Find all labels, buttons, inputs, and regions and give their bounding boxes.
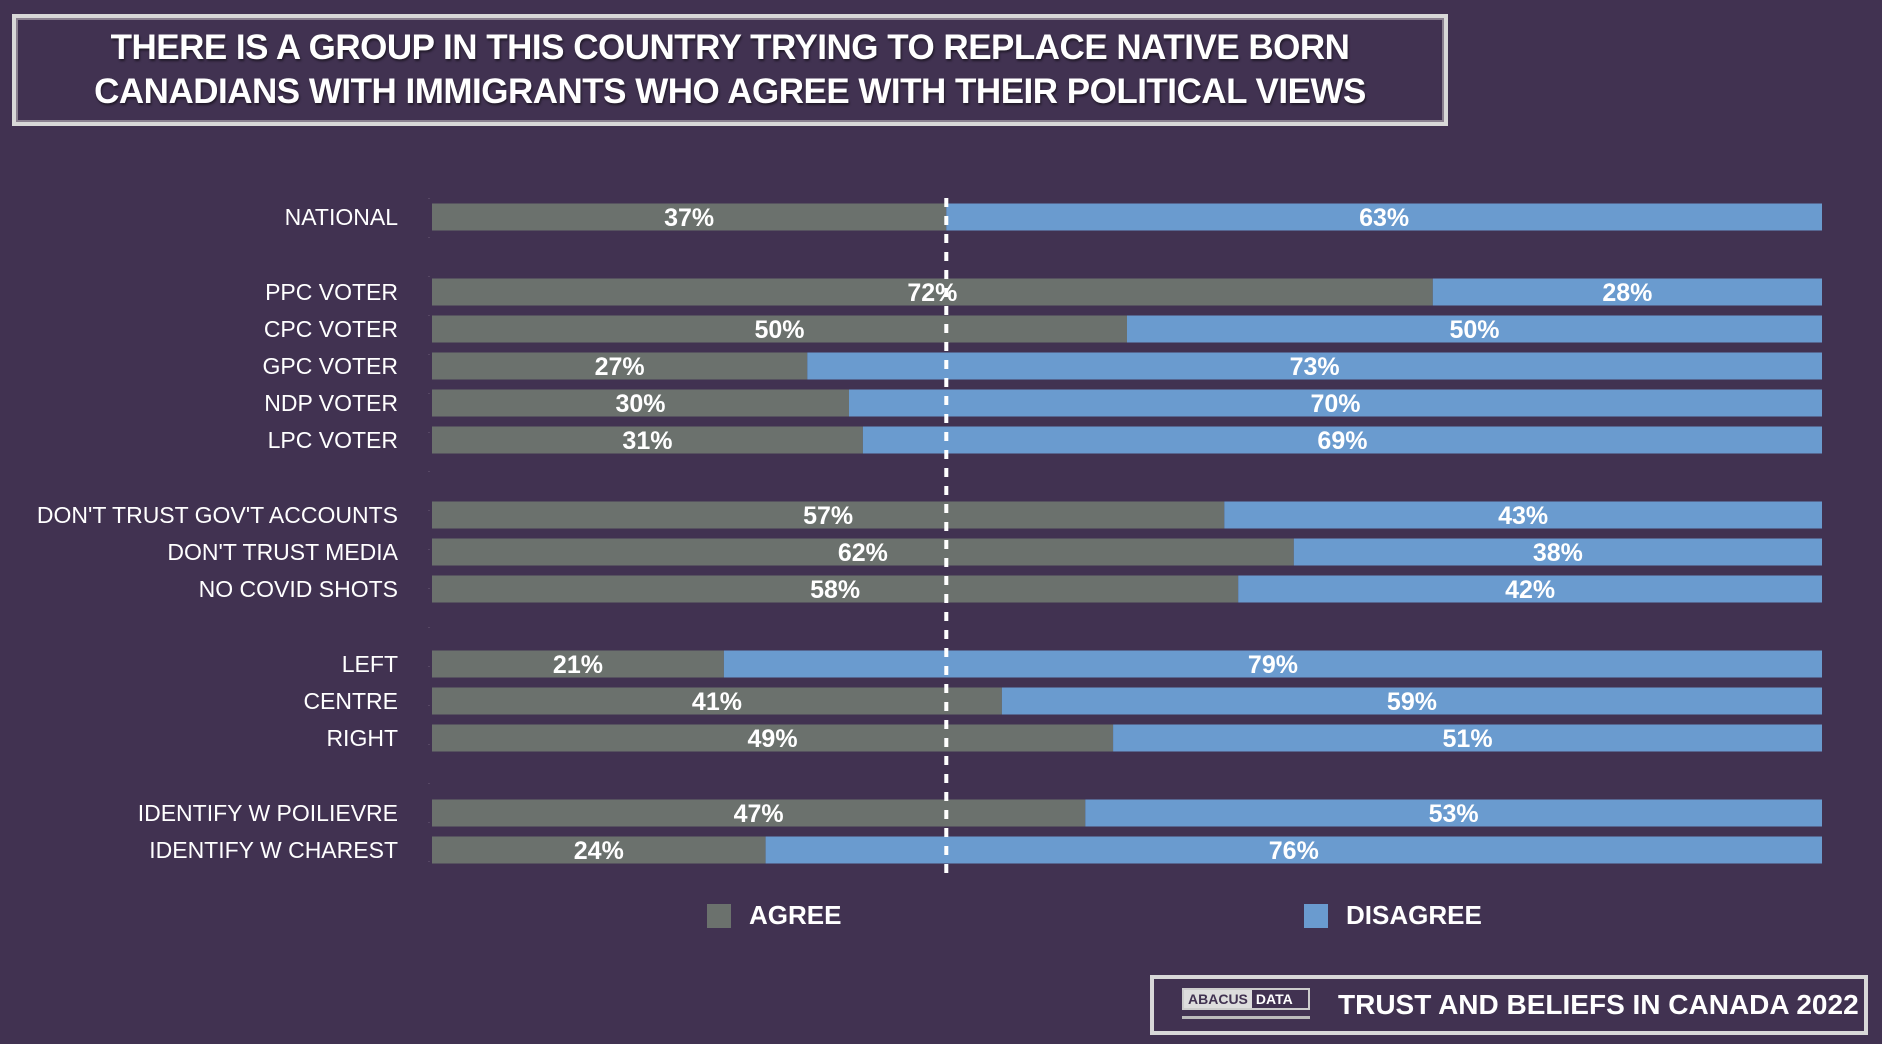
bar-agree [432, 352, 808, 380]
legend-agree-label: AGREE [749, 900, 842, 930]
bar-disagree [1113, 724, 1822, 752]
value-label-disagree: 42% [1505, 576, 1555, 604]
bar-disagree [765, 836, 1822, 864]
bar-disagree [1293, 538, 1822, 566]
value-label-agree: 72% [907, 279, 957, 307]
value-label-agree: 57% [803, 502, 853, 530]
bar-agree [432, 501, 1225, 529]
value-label-agree: 41% [692, 688, 742, 716]
footer-text: TRUST AND BELIEFS IN CANADA 2022 [1338, 989, 1859, 1020]
bar-agree [432, 315, 1127, 343]
category-label: LEFT [342, 651, 398, 677]
bar-disagree [1224, 501, 1822, 529]
legend-disagree: DISAGREE [1304, 900, 1482, 931]
value-label-agree: 58% [810, 576, 860, 604]
category-label: LPC VOTER [268, 427, 398, 453]
value-label-disagree: 43% [1498, 502, 1548, 530]
value-label-agree: 47% [734, 800, 784, 828]
bar-agree [432, 575, 1239, 603]
category-label: DON'T TRUST MEDIA [167, 539, 398, 565]
value-label-disagree: 63% [1359, 204, 1409, 232]
bar-disagree [946, 203, 1822, 231]
category-label: IDENTIFY W CHAREST [149, 837, 398, 863]
bar-agree [432, 538, 1294, 566]
footer-box: ABACUS DATA TRUST AND BELIEFS IN CANADA 2… [1150, 975, 1868, 1035]
category-label: NDP VOTER [264, 390, 398, 416]
value-label-disagree: 38% [1533, 539, 1583, 567]
abacus-data-logo: ABACUS DATA [1182, 988, 1310, 1022]
bar-disagree [1127, 315, 1822, 343]
bar-agree [432, 724, 1114, 752]
chart-title: THERE IS A GROUP IN THIS COUNTRY TRYING … [12, 14, 1448, 126]
logo-left-text: ABACUS [1184, 990, 1252, 1008]
value-label-agree: 62% [838, 539, 888, 567]
category-label: CENTRE [303, 688, 398, 714]
category-label: GPC VOTER [263, 353, 398, 379]
category-label: IDENTIFY W POILIEVRE [138, 800, 398, 826]
bar-agree [432, 203, 947, 231]
value-label-agree: 37% [664, 204, 714, 232]
bar-disagree [1238, 575, 1822, 603]
bar-agree [432, 836, 766, 864]
value-label-agree: 50% [754, 316, 804, 344]
value-label-disagree: 73% [1290, 353, 1340, 381]
value-label-agree: 27% [595, 353, 645, 381]
value-label-agree: 49% [748, 725, 798, 753]
value-label-agree: 21% [553, 651, 603, 679]
value-label-disagree: 76% [1269, 837, 1319, 865]
title-line-2: CANADIANS WITH IMMIGRANTS WHO AGREE WITH… [94, 72, 1366, 111]
bar-disagree [1432, 278, 1822, 306]
bar-disagree [1085, 799, 1822, 827]
value-label-disagree: 53% [1429, 800, 1479, 828]
logo-right-text: DATA [1255, 991, 1293, 1007]
category-label: NATIONAL [285, 204, 399, 230]
value-label-disagree: 70% [1310, 390, 1360, 418]
bar-disagree [1001, 687, 1822, 715]
bar-disagree [862, 426, 1822, 454]
bar-disagree [849, 389, 1822, 417]
category-label: CPC VOTER [264, 316, 398, 342]
value-label-disagree: 79% [1248, 651, 1298, 679]
value-label-disagree: 28% [1602, 279, 1652, 307]
value-label-disagree: 69% [1317, 427, 1367, 455]
bar-agree [432, 389, 849, 417]
bar-agree [432, 687, 1002, 715]
legend-disagree-label: DISAGREE [1346, 900, 1482, 930]
bar-agree [432, 426, 863, 454]
bar-agree [432, 650, 724, 678]
category-label: RIGHT [326, 725, 398, 751]
title-line-1: THERE IS A GROUP IN THIS COUNTRY TRYING … [110, 28, 1350, 67]
category-label: DON'T TRUST GOV'T ACCOUNTS [37, 502, 398, 528]
value-label-disagree: 50% [1449, 316, 1499, 344]
bar-agree [432, 799, 1086, 827]
legend-agree-swatch [707, 903, 731, 928]
legend-disagree-swatch [1304, 903, 1328, 928]
value-label-disagree: 59% [1387, 688, 1437, 716]
legend-agree: AGREE [707, 900, 841, 931]
value-label-agree: 30% [615, 390, 665, 418]
bar-agree [432, 278, 1433, 306]
value-label-disagree: 51% [1443, 725, 1493, 753]
value-label-agree: 31% [622, 427, 672, 455]
value-label-agree: 24% [574, 837, 624, 865]
bar-disagree [723, 650, 1822, 678]
category-label: PPC VOTER [265, 279, 398, 305]
category-label: NO COVID SHOTS [199, 576, 398, 602]
bar-disagree [807, 352, 1822, 380]
